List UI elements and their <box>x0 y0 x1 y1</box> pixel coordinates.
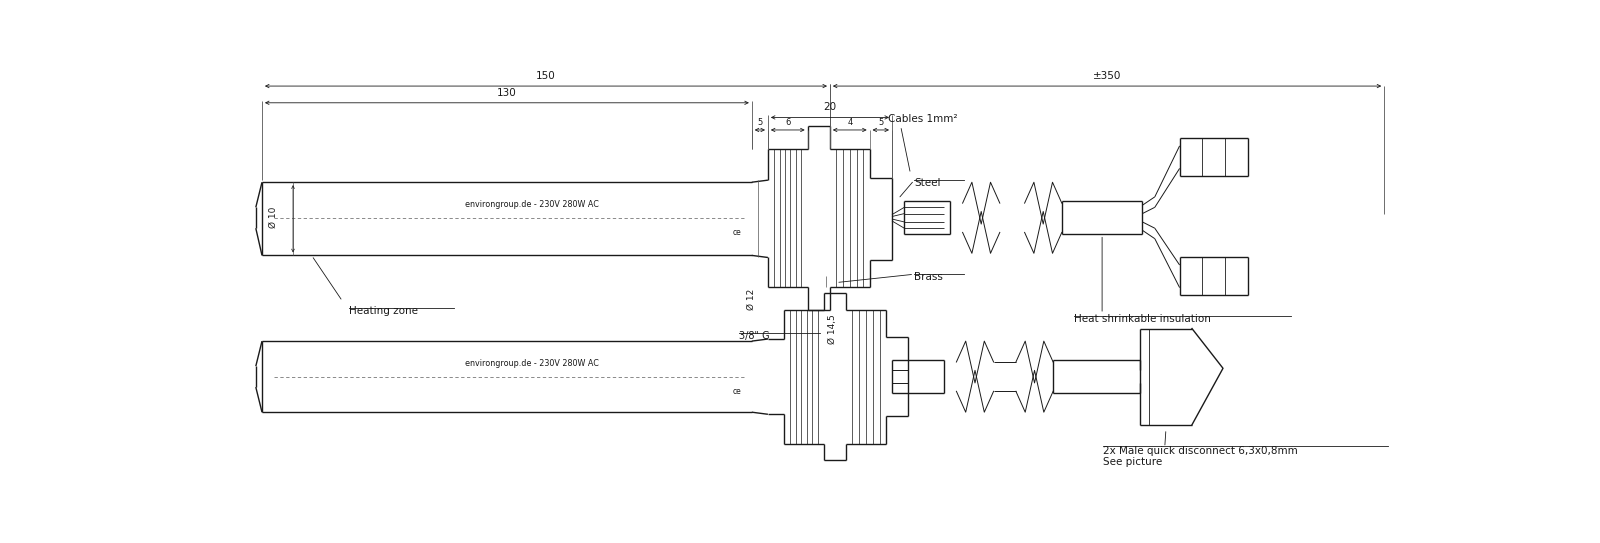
Text: 4: 4 <box>846 118 853 127</box>
Text: 5: 5 <box>878 118 883 127</box>
Text: Ø 12: Ø 12 <box>747 289 757 310</box>
Text: 2x Male quick disconnect 6,3x0,8mm
See picture: 2x Male quick disconnect 6,3x0,8mm See p… <box>1102 446 1298 467</box>
Text: 3/8" G: 3/8" G <box>739 331 770 340</box>
Text: Ø 10: Ø 10 <box>269 207 278 229</box>
Text: Brass: Brass <box>914 272 942 282</box>
Text: environgroup.de - 230V 280W AC: environgroup.de - 230V 280W AC <box>464 359 598 368</box>
Text: Heating zone: Heating zone <box>349 306 418 315</box>
Text: 130: 130 <box>498 88 517 98</box>
Text: environgroup.de - 230V 280W AC: environgroup.de - 230V 280W AC <box>464 200 598 210</box>
Text: 5: 5 <box>757 118 763 127</box>
Text: Cables 1mm²: Cables 1mm² <box>888 113 958 124</box>
Text: ±350: ±350 <box>1093 71 1122 81</box>
Text: ce: ce <box>733 228 741 237</box>
Text: 6: 6 <box>786 118 790 127</box>
Text: Steel: Steel <box>914 178 941 188</box>
Text: Ø 14,5: Ø 14,5 <box>827 314 837 344</box>
Text: ce: ce <box>733 387 741 396</box>
Text: 150: 150 <box>536 71 555 81</box>
Text: 20: 20 <box>824 103 837 112</box>
Text: Heat shrinkable insulation: Heat shrinkable insulation <box>1074 314 1211 324</box>
